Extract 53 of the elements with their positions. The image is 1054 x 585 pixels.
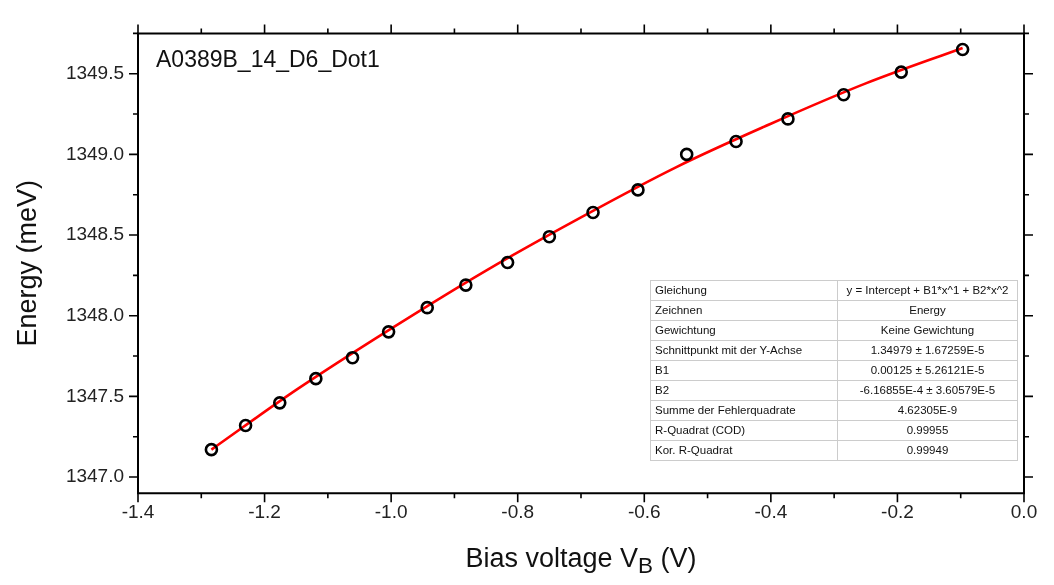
point	[272, 396, 287, 410]
text: A0389B_14_D6_Dot1	[156, 46, 380, 73]
point	[420, 300, 435, 315]
point	[238, 418, 253, 433]
point	[729, 134, 743, 149]
x-tick-label: -0.2	[881, 500, 914, 522]
point	[631, 183, 645, 197]
annotation: B1	[650, 360, 838, 381]
x-tick-label: -0.6	[627, 500, 661, 522]
point	[345, 350, 360, 365]
annotation: Gewichtung	[650, 320, 838, 341]
point	[586, 205, 600, 220]
annotation: 0.99955	[837, 420, 1018, 441]
annotation: y = Intercept + B1*x^1 + B2*x^2	[837, 280, 1018, 301]
point	[679, 147, 694, 162]
x-tick-label: 0.0	[1010, 500, 1038, 522]
annotation: R-Quadrat (COD)	[650, 420, 838, 441]
annotation: B2	[650, 380, 838, 401]
annotation: Kor. R-Quadrat	[650, 440, 838, 461]
y-tick-label: 1347.5	[65, 384, 124, 406]
annotation: Gleichung	[650, 280, 838, 301]
point	[459, 278, 473, 292]
x-tick-label: -1.4	[121, 500, 155, 522]
annotation: Schnittpunkt mit der Y-Achse	[650, 340, 838, 361]
annotation: Keine Gewichtung	[837, 320, 1018, 341]
x-tick-label: -1.2	[248, 500, 281, 522]
point	[542, 229, 557, 244]
point	[894, 65, 909, 79]
y-tick-label: 1348.0	[65, 303, 124, 325]
x-axis-title: Bias voltage V$_{B}$ (V)	[464, 543, 698, 580]
x-tick-label: -0.4	[754, 500, 788, 522]
point	[204, 442, 219, 457]
annotation: 0.99949	[837, 440, 1018, 461]
point	[381, 325, 396, 339]
y-tick-label: 1348.5	[65, 223, 124, 245]
annotation: -6.16855E-4 ± 3.60579E-5	[837, 380, 1018, 401]
y-axis-title: Energy (meV)	[11, 180, 42, 347]
y-tick-label: 1349.0	[65, 142, 124, 164]
annotation: 4.62305E-9	[837, 400, 1018, 421]
annotation: 0.00125 ± 5.26121E-5	[837, 360, 1018, 381]
point	[309, 371, 323, 386]
annotation: Zeichnen	[650, 300, 838, 321]
annotation: Energy	[837, 300, 1018, 321]
point	[955, 42, 970, 57]
annotation: Summe der Fehlerquadrate	[650, 400, 838, 421]
y-tick-label: 1349.5	[65, 61, 124, 83]
x-tick-label: -0.8	[501, 500, 535, 522]
point	[836, 87, 851, 102]
x-tick-label: -1.0	[374, 500, 408, 522]
point	[500, 255, 515, 270]
point	[781, 112, 795, 126]
annotation: 1.34979 ± 1.67259E-5	[837, 340, 1018, 361]
y-tick-label: 1347.0	[65, 465, 124, 487]
